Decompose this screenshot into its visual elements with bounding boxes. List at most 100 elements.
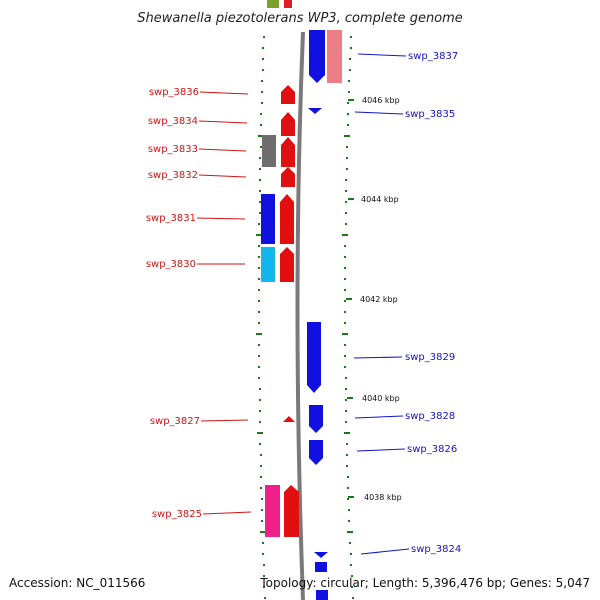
ring-tick xyxy=(348,80,350,82)
leader-line xyxy=(360,548,410,555)
ring-tick xyxy=(342,333,348,335)
kbp-tick-mark xyxy=(348,496,354,498)
outer-ring-right xyxy=(342,36,354,599)
ring-tick xyxy=(345,179,347,181)
leader-line xyxy=(196,217,246,220)
left-gene-labels: swp_3836 swp_3834 swp_3833 swp_3832 swp_… xyxy=(146,87,252,520)
ring-tick xyxy=(263,575,265,577)
ring-tick xyxy=(348,91,350,93)
ring-tick xyxy=(350,564,352,566)
kbp-tick-mark xyxy=(347,397,353,399)
leader-line xyxy=(354,415,404,419)
gene-swp-3831 xyxy=(280,194,294,244)
ring-tick xyxy=(260,465,262,467)
ring-tick xyxy=(259,201,261,203)
leader-line xyxy=(198,174,247,178)
ring-tick xyxy=(345,201,347,203)
ring-tick xyxy=(350,36,352,38)
gene-label-swp-3833: swp_3833 xyxy=(148,144,198,155)
ring-tick xyxy=(261,91,263,93)
genome-backbone xyxy=(295,31,305,600)
ring-tick xyxy=(262,58,264,60)
ring-tick xyxy=(262,553,264,555)
gene-swp-3829 xyxy=(307,322,321,393)
ring-tick xyxy=(349,58,351,60)
ring-tick xyxy=(258,245,260,247)
ring-tick xyxy=(258,223,260,225)
ring-tick xyxy=(258,256,260,258)
gene-label-swp-3824: swp_3824 xyxy=(411,544,461,555)
kbp-tick-label: 4042 kbp xyxy=(360,295,398,304)
ring-tick xyxy=(347,531,353,533)
gene-swp-3835 xyxy=(308,108,322,114)
ring-tick xyxy=(258,344,260,346)
ring-tick xyxy=(344,278,346,280)
ring-tick xyxy=(258,135,264,137)
gene-label-swp-3827: swp_3827 xyxy=(150,416,200,427)
ring-tick xyxy=(345,399,347,401)
ring-tick xyxy=(260,124,262,126)
genome-summary-text: Topology: circular; Length: 5,396,476 bp… xyxy=(259,576,590,590)
ring-tick xyxy=(347,476,349,478)
kbp-tick-mark xyxy=(348,198,354,200)
gene-label-swp-3828: swp_3828 xyxy=(405,411,455,422)
feature-blue-left xyxy=(261,194,275,244)
genome-title: Shewanella piezotolerans WP3, complete g… xyxy=(137,11,463,26)
ring-tick xyxy=(259,157,261,159)
kbp-tick-mark xyxy=(346,298,352,300)
ring-tick xyxy=(261,498,263,500)
ring-tick xyxy=(262,47,264,49)
gene-label-swp-3826: swp_3826 xyxy=(407,444,457,455)
kbp-tick-label: 4038 kbp xyxy=(364,493,402,502)
ring-tick xyxy=(346,168,348,170)
ring-tick xyxy=(345,410,347,412)
ring-tick xyxy=(258,311,260,313)
gene-label-swp-3836: swp_3836 xyxy=(149,87,199,98)
feature-top-green xyxy=(267,0,279,8)
kbp-ticks: 4046 kbp 4044 kbp 4042 kbp 4040 kbp 4038… xyxy=(346,96,402,502)
ring-tick xyxy=(344,135,350,137)
ring-tick xyxy=(347,102,349,104)
kbp-tick-label: 4044 kbp xyxy=(361,195,399,204)
ring-tick xyxy=(256,234,262,236)
ring-tick xyxy=(347,124,349,126)
leader-line xyxy=(198,148,247,152)
feature-pink-right xyxy=(327,30,342,83)
ring-tick xyxy=(348,520,350,522)
ring-tick xyxy=(346,443,348,445)
leader-line xyxy=(200,419,249,422)
feature-cyan-left xyxy=(261,247,275,282)
leader-line xyxy=(356,448,406,452)
gene-swp-3826 xyxy=(309,440,323,465)
ring-tick xyxy=(260,476,262,478)
ring-tick xyxy=(261,509,263,511)
ring-tick xyxy=(346,454,348,456)
reverse-strand-genes xyxy=(307,30,328,572)
ring-tick xyxy=(260,487,262,489)
ring-tick xyxy=(258,355,260,357)
ring-tick xyxy=(344,311,346,313)
ring-tick xyxy=(345,421,347,423)
leader-line xyxy=(198,120,248,124)
ring-tick xyxy=(259,168,261,170)
leader-line xyxy=(199,91,249,95)
gene-label-swp-3835: swp_3835 xyxy=(405,109,455,120)
gene-swp-3825 xyxy=(284,485,299,537)
ring-tick xyxy=(345,223,347,225)
ring-tick xyxy=(259,421,261,423)
ring-tick xyxy=(344,245,346,247)
leader-line xyxy=(202,511,252,515)
ring-tick xyxy=(347,498,349,500)
ring-tick xyxy=(263,564,265,566)
ring-tick xyxy=(262,69,264,71)
kbp-tick-mark xyxy=(348,99,354,101)
ring-tick xyxy=(258,300,260,302)
outer-ring-left xyxy=(256,36,266,599)
gene-swp-3824 xyxy=(314,552,328,558)
ring-tick xyxy=(347,487,349,489)
accession-text: Accession: NC_011566 xyxy=(9,576,145,590)
ring-tick xyxy=(260,113,262,115)
gene-swp-3832 xyxy=(281,167,295,187)
ring-tick xyxy=(347,113,349,115)
